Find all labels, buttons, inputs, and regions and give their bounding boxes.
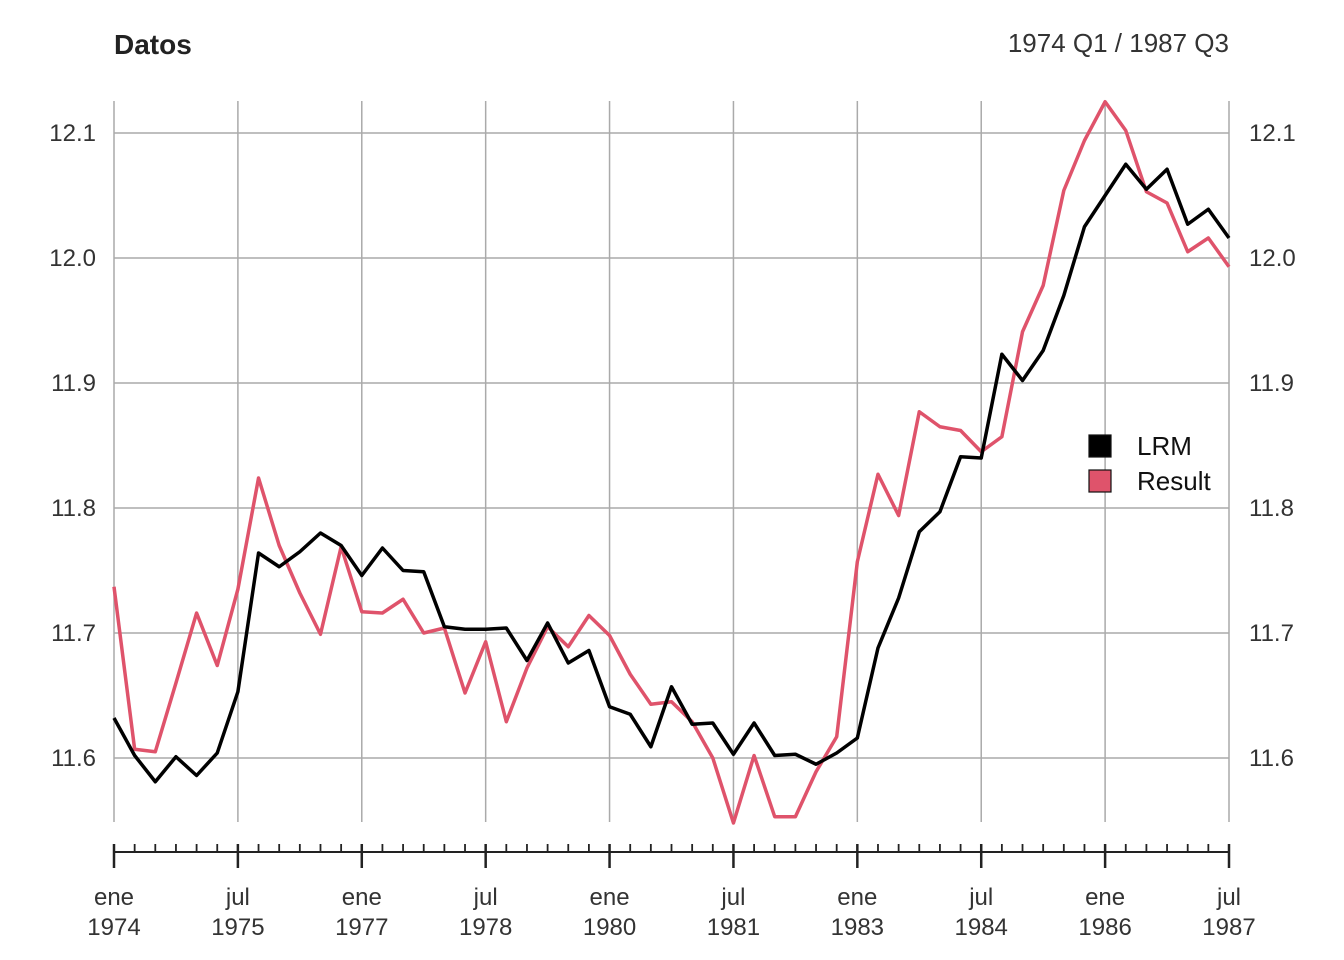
legend: LRM Result <box>1088 431 1211 496</box>
series-line-lrm <box>112 162 1231 784</box>
y-tick-label-left: 12.0 <box>49 245 96 272</box>
y-tick-label-left: 11.8 <box>51 495 96 522</box>
y-tick-label-left: 12.1 <box>49 120 96 147</box>
x-tick-label-year: 1983 <box>831 914 884 941</box>
y-tick-label-right: 12.0 <box>1249 245 1296 272</box>
x-tick-label-year: 1986 <box>1078 914 1131 941</box>
series-line-result <box>112 100 1231 825</box>
x-tick-label-year: 1978 <box>459 914 512 941</box>
x-tick-label-month: jul <box>720 884 745 911</box>
x-tick-label-month: ene <box>1085 884 1125 911</box>
chart-title: Datos <box>114 29 192 60</box>
y-tick-label-left: 11.6 <box>51 745 96 772</box>
x-tick-label-month: jul <box>473 884 498 911</box>
x-tick-label-year: 1980 <box>583 914 636 941</box>
x-tick-label-year: 1974 <box>87 914 140 941</box>
x-tick-label-year: 1981 <box>707 914 760 941</box>
y-tick-label-right: 12.1 <box>1249 120 1296 147</box>
x-axis: ene 1974 jul 1975 ene 1977 jul 1978 ene 1980 jul 19… <box>87 844 1256 941</box>
vertical-gridlines <box>113 101 1230 822</box>
x-tick-label-month: jul <box>1216 884 1241 911</box>
y-tick-label-right: 11.9 <box>1249 370 1294 397</box>
x-tick-label-year: 1987 <box>1202 914 1255 941</box>
series-lines <box>112 100 1231 825</box>
y-tick-label-left: 11.7 <box>51 620 96 647</box>
x-tick-label-month: jul <box>968 884 993 911</box>
y-axis-left-labels: 11.6 11.7 11.8 11.9 12.0 12.1 <box>49 120 96 772</box>
horizontal-gridlines <box>114 132 1229 759</box>
legend-label-result: Result <box>1137 466 1211 496</box>
x-tick-label-month: jul <box>225 884 250 911</box>
x-tick-label-month: ene <box>590 884 630 911</box>
y-tick-label-right: 11.8 <box>1249 495 1294 522</box>
y-tick-label-left: 11.9 <box>51 370 96 397</box>
y-axis-right-labels: 11.6 11.7 11.8 11.9 12.0 12.1 <box>1249 120 1296 772</box>
y-tick-label-right: 11.6 <box>1249 745 1294 772</box>
x-tick-label-year: 1977 <box>335 914 388 941</box>
y-tick-label-right: 11.7 <box>1249 620 1294 647</box>
legend-swatch-lrm <box>1088 434 1112 458</box>
x-tick-label-month: ene <box>94 884 134 911</box>
x-tick-label-month: ene <box>342 884 382 911</box>
x-tick-label-year: 1984 <box>955 914 1008 941</box>
x-tick-label-year: 1975 <box>211 914 264 941</box>
legend-label-lrm: LRM <box>1137 431 1192 461</box>
x-tick-label-month: ene <box>837 884 877 911</box>
legend-swatch-result <box>1088 469 1112 493</box>
chart-subtitle: 1974 Q1 / 1987 Q3 <box>1008 28 1229 58</box>
